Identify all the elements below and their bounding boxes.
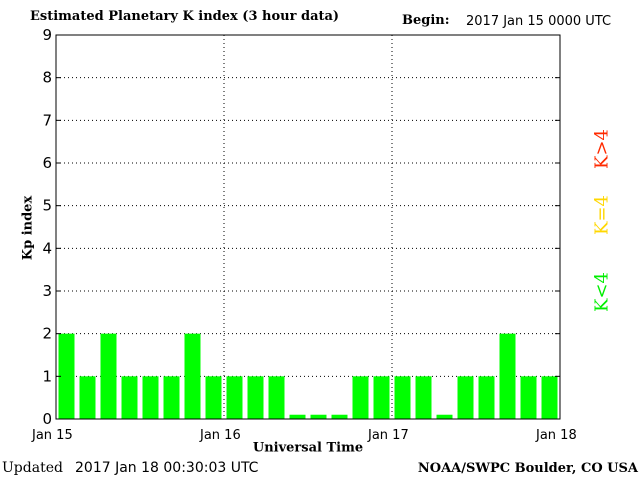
y-tick-label: 6 [42,154,52,172]
y-tick-label: 8 [42,69,52,87]
kp-bar [415,376,432,419]
grid-layer [56,35,560,419]
y-tick-label: 4 [42,239,52,257]
kp-bar [331,414,348,419]
kp-bar [142,376,159,419]
y-tick-label: 3 [42,282,52,300]
kp-bar [268,376,285,419]
credit-text: NOAA/SWPC Boulder, CO USA [417,461,638,476]
kp-bar [373,376,390,419]
kp-bar [457,376,474,419]
kp-bar [289,414,306,419]
y-tick-label: 0 [42,410,52,428]
y-tick-label: 5 [42,197,52,215]
legend-k-less-4: K<4 [591,272,613,312]
x-tick-label: Jan 18 [535,428,577,443]
kp-bar [352,376,369,419]
tick-layer: 0 1 2 3 4 5 6 7 8 9 Jan 15 Jan 16 Jan 17 Jan 18 [31,26,577,443]
kp-bar [499,333,516,419]
y-tick-label: 2 [42,325,52,343]
kp-bar [310,414,327,419]
kp-bar [520,376,537,419]
kp-bar [100,333,117,419]
kp-bar [394,376,411,419]
kp-bar [121,376,138,419]
chart-title: Estimated Planetary K index (3 hour data… [30,9,340,24]
kp-bar [541,376,558,419]
updated-label: Updated [2,460,63,476]
x-tick-label: Jan 15 [31,428,73,443]
kp-bar [226,376,243,419]
y-tick-label: 9 [42,26,52,44]
bar-layer [58,333,558,419]
kp-bar [247,376,264,419]
y-axis-label: Kp index [20,195,36,261]
kp-bar [58,333,75,419]
kp-bar [478,376,495,419]
kp-bar [79,376,96,419]
begin-value: 2017 Jan 15 0000 UTC [466,14,612,29]
legend-k-greater-4: K>4 [591,129,613,169]
plot-frame [55,34,561,420]
y-tick-label: 1 [42,367,52,385]
kp-bar [205,376,222,419]
y-tick-label: 7 [42,111,52,129]
legend-k-equal-4: K=4 [591,195,613,235]
kp-bar [184,333,201,419]
x-axis-label: Universal Time [252,440,364,456]
kp-bar [163,376,180,419]
begin-label: Begin: [402,13,450,28]
x-tick-label: Jan 17 [367,428,409,443]
updated-value: 2017 Jan 18 00:30:03 UTC [75,460,259,476]
kp-bar [436,414,453,419]
x-tick-label: Jan 16 [199,428,241,443]
